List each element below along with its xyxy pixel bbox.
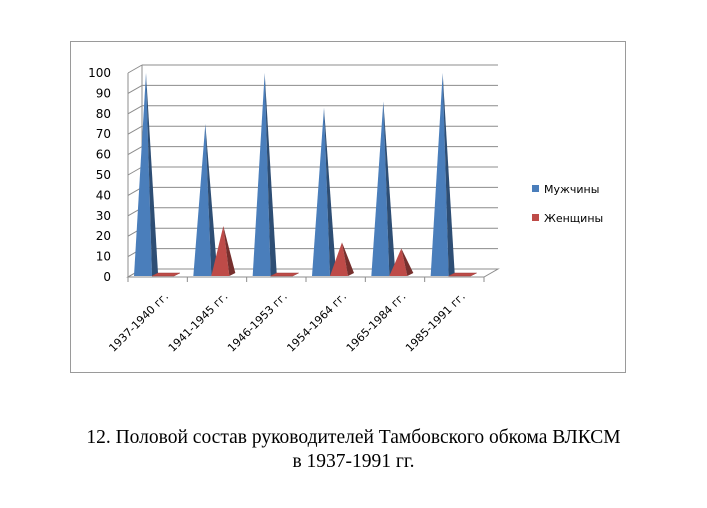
pyramid-women-2 [270,272,299,277]
pyramid-face [205,124,218,276]
y-tick-label: 60 [96,148,111,162]
pyramid-women-5 [448,272,477,277]
y-tick-label: 100 [88,66,111,80]
y-tick-label: 10 [96,250,111,264]
pyramid-men-0 [134,73,158,276]
y-tick-label: 20 [96,229,111,243]
gridline-depth [127,64,143,74]
pyramid-face [324,107,336,277]
gridline-depth [127,105,143,115]
caption-line-1: 12. Половой состав руководителей Тамбовс… [86,427,621,448]
legend-swatch-0 [532,185,539,192]
caption-line-2: в 1937-1991 гг. [292,451,415,472]
pyramid-women-3 [330,242,354,276]
legend-label-0: Мужчины [544,183,599,196]
pyramid-face [383,101,396,276]
pyramid-men-4 [371,101,396,276]
gridline-depth [127,166,143,176]
y-tick-label: 80 [96,107,111,121]
chart-frame: 0 10 20 30 40 50 60 70 80 90 100 1937-1940 гг. 1941-… [70,41,626,373]
legend-swatch-1 [532,214,539,221]
y-tick-label: 30 [96,209,111,223]
chart-plot: 0 10 20 30 40 50 60 70 80 90 100 1937-1940 гг.1941-… [88,64,603,355]
x-category-label: 1946-1953 гг. [225,290,290,355]
y-tick-label: 70 [96,127,111,141]
legend-label-1: Женщины [544,212,603,225]
pyramid-face [401,248,414,276]
figure-caption: 12. Половой состав руководителей Тамбовс… [0,426,707,474]
x-category-label: 1954-1964 гг. [284,290,349,355]
pyramid-women-0 [151,272,181,277]
pyramid-men-1 [193,124,218,276]
pyramid-face [223,226,236,276]
gridline-depth [127,146,143,156]
pyramid-men-2 [252,73,277,276]
y-tick-label: 90 [96,86,111,100]
y-tick-label: 40 [96,188,111,202]
x-category-label: 1985-1991 гг. [403,290,468,355]
gridline-depth [127,84,143,94]
pyramid-face [264,73,277,276]
pyramid-women-1 [211,226,236,276]
pyramid-face [146,73,158,276]
pyramid-face [252,73,271,276]
x-category-label: 1941-1945 гг. [166,290,231,355]
pyramid-face [312,107,330,277]
x-category-label: 1965-1984 гг. [344,290,409,355]
x-category-label: 1937-1940 гг. [106,290,171,355]
y-tick-label: 50 [96,168,111,182]
y-tick-label: 0 [103,270,111,284]
gridline-depth [127,125,143,135]
pyramid-face [342,242,354,276]
pyramid-men-3 [312,107,336,277]
pyramid-men-5 [430,73,455,276]
pyramid-face [442,73,455,276]
pyramid-women-4 [389,248,414,276]
